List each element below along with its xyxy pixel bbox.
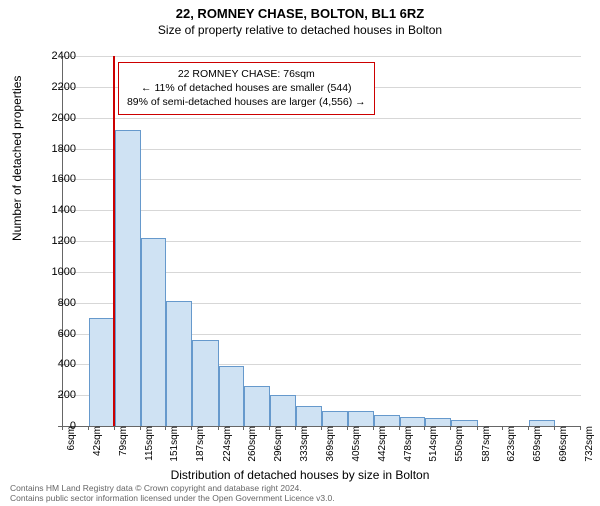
y-tick-label: 1800 (26, 143, 76, 155)
x-tick-label: 296sqm (273, 426, 284, 466)
x-tick-label: 442sqm (377, 426, 388, 466)
x-tick-mark (399, 426, 400, 430)
x-tick-mark (321, 426, 322, 430)
y-tick-label: 800 (26, 297, 76, 309)
histogram-bar (296, 406, 322, 426)
y-tick-mark (58, 364, 62, 365)
histogram-bar (115, 130, 141, 426)
y-tick-label: 1200 (26, 235, 76, 247)
histogram-bar (374, 415, 400, 426)
x-tick-mark (269, 426, 270, 430)
y-tick-label: 2200 (26, 81, 76, 93)
x-tick-label: 333sqm (299, 426, 310, 466)
y-tick-mark (58, 149, 62, 150)
y-tick-label: 1000 (26, 266, 76, 278)
x-tick-label: 42sqm (92, 426, 103, 466)
x-tick-mark (450, 426, 451, 430)
y-tick-mark (58, 118, 62, 119)
histogram-bar (425, 418, 451, 426)
y-tick-label: 1600 (26, 173, 76, 185)
x-tick-label: 696sqm (558, 426, 569, 466)
x-tick-label: 659sqm (532, 426, 543, 466)
y-tick-label: 400 (26, 358, 76, 370)
y-tick-mark (58, 179, 62, 180)
x-tick-mark (502, 426, 503, 430)
x-tick-mark (554, 426, 555, 430)
x-tick-mark (243, 426, 244, 430)
y-tick-mark (58, 334, 62, 335)
x-tick-mark (165, 426, 166, 430)
histogram-bar (89, 318, 115, 426)
info-box: 22 ROMNEY CHASE: 76sqm← 11% of detached … (118, 62, 375, 115)
y-tick-mark (58, 56, 62, 57)
y-tick-mark (58, 87, 62, 88)
info-line3: 89% of semi-detached houses are larger (… (127, 95, 366, 109)
x-tick-mark (140, 426, 141, 430)
y-axis-title: Number of detached properties (10, 76, 24, 241)
x-tick-label: 115sqm (144, 426, 155, 466)
x-tick-label: 369sqm (325, 426, 336, 466)
histogram-bar (141, 238, 167, 426)
x-tick-mark (477, 426, 478, 430)
x-tick-label: 405sqm (351, 426, 362, 466)
x-tick-label: 260sqm (247, 426, 258, 466)
histogram-bar (192, 340, 218, 426)
x-tick-label: 151sqm (169, 426, 180, 466)
x-tick-label: 514sqm (428, 426, 439, 466)
y-tick-label: 200 (26, 389, 76, 401)
x-tick-mark (295, 426, 296, 430)
x-axis-title: Distribution of detached houses by size … (0, 468, 600, 482)
x-tick-mark (218, 426, 219, 430)
histogram-bar (244, 386, 270, 426)
x-tick-label: 587sqm (481, 426, 492, 466)
x-tick-label: 187sqm (195, 426, 206, 466)
x-tick-mark (88, 426, 89, 430)
x-tick-label: 6sqm (66, 426, 77, 466)
histogram-bar (219, 366, 245, 426)
x-tick-mark (62, 426, 63, 430)
chart-container: 22, ROMNEY CHASE, BOLTON, BL1 6RZ Size o… (0, 6, 600, 506)
histogram-bar (166, 301, 192, 426)
y-tick-label: 2400 (26, 50, 76, 62)
chart-title: 22, ROMNEY CHASE, BOLTON, BL1 6RZ (0, 6, 600, 21)
histogram-bar (400, 417, 426, 426)
grid-line (63, 118, 581, 119)
y-tick-mark (58, 241, 62, 242)
y-tick-mark (58, 303, 62, 304)
x-tick-label: 623sqm (506, 426, 517, 466)
y-tick-mark (58, 395, 62, 396)
y-tick-label: 2000 (26, 112, 76, 124)
x-tick-mark (347, 426, 348, 430)
x-tick-label: 550sqm (454, 426, 465, 466)
footer-line2: Contains public sector information licen… (10, 494, 335, 504)
x-tick-label: 732sqm (584, 426, 595, 466)
x-tick-label: 224sqm (222, 426, 233, 466)
grid-line (63, 56, 581, 57)
chart-subtitle: Size of property relative to detached ho… (0, 23, 600, 37)
x-tick-mark (114, 426, 115, 430)
x-tick-label: 478sqm (403, 426, 414, 466)
y-tick-label: 600 (26, 328, 76, 340)
x-tick-label: 79sqm (118, 426, 129, 466)
info-line1: 22 ROMNEY CHASE: 76sqm (127, 67, 366, 81)
histogram-bar (270, 395, 296, 426)
y-tick-label: 1400 (26, 204, 76, 216)
x-tick-mark (528, 426, 529, 430)
footer-attribution: Contains HM Land Registry data © Crown c… (10, 484, 335, 504)
x-tick-mark (191, 426, 192, 430)
x-tick-mark (424, 426, 425, 430)
histogram-bar (322, 411, 348, 426)
marker-line (113, 56, 115, 426)
x-tick-mark (580, 426, 581, 430)
y-tick-mark (58, 272, 62, 273)
histogram-bar (348, 411, 374, 426)
info-line2: ← 11% of detached houses are smaller (54… (127, 81, 366, 95)
x-tick-mark (373, 426, 374, 430)
y-tick-mark (58, 210, 62, 211)
